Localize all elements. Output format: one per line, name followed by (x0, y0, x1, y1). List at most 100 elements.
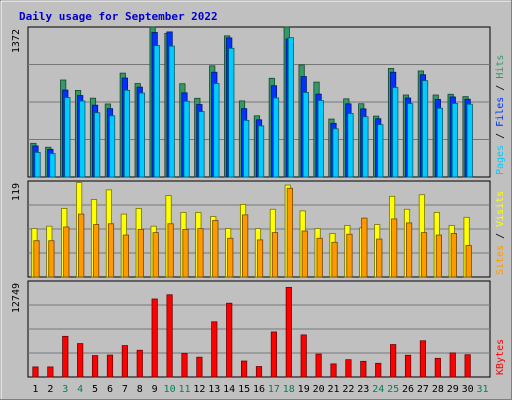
bar-hits-pages-day-7 (123, 89, 131, 178)
bar-hits-pages-day-17 (272, 97, 280, 178)
bar-hits-pages-day-2 (49, 153, 56, 178)
x-tick-label-day-15: 15 (238, 384, 250, 395)
max-value-label-kbytes: 12749 (11, 283, 22, 313)
bar-kbytes-kbytes-day-11 (181, 353, 188, 378)
x-tick-label-day-18: 18 (283, 384, 295, 395)
bar-visits-sites-day-6 (107, 223, 115, 278)
bar-visits-sites-day-28 (435, 234, 442, 278)
x-tick-label-day-31: 31 (477, 384, 489, 395)
bar-hits-pages-day-30 (466, 103, 473, 178)
bar-hits-pages-day-5 (94, 112, 101, 178)
x-tick-label-day-12: 12 (193, 384, 205, 395)
x-tick-label-day-8: 8 (137, 384, 143, 395)
x-tick-label-day-21: 21 (327, 384, 339, 395)
bar-visits-sites-day-16 (256, 239, 264, 278)
x-tick-label-day-23: 23 (357, 384, 369, 395)
x-tick-label-day-13: 13 (208, 384, 220, 395)
bar-kbytes-kbytes-day-4 (77, 343, 84, 378)
bar-kbytes-kbytes-day-3 (62, 335, 69, 378)
bar-kbytes-kbytes-day-6 (106, 354, 114, 378)
bar-hits-pages-day-16 (257, 125, 265, 178)
bar-visits-sites-day-15 (242, 214, 249, 278)
legend-item-sites: Sites (495, 245, 506, 275)
bar-hits-pages-day-24 (377, 124, 384, 178)
bar-kbytes-kbytes-day-8 (136, 349, 143, 378)
bar-visits-sites-day-12 (197, 228, 204, 278)
legend-separator: / (495, 227, 506, 245)
legend-kbytes: KBytes (495, 339, 506, 375)
bar-hits-pages-day-27 (421, 80, 429, 178)
bar-visits-sites-day-14 (227, 237, 234, 278)
bar-visits-sites-day-20 (316, 237, 323, 278)
bar-hits-pages-day-22 (347, 113, 354, 178)
legend-item-files: Files (495, 97, 506, 127)
bar-kbytes-kbytes-day-10 (166, 294, 173, 378)
bar-kbytes-kbytes-day-26 (404, 354, 412, 378)
x-tick-label-day-16: 16 (253, 384, 265, 395)
bar-visits-sites-day-4 (78, 213, 85, 278)
legend-separator: / (495, 127, 506, 145)
bar-hits-pages-day-3 (64, 97, 71, 178)
x-tick-label-day-30: 30 (462, 384, 474, 395)
bar-kbytes-kbytes-day-15 (241, 360, 248, 378)
legend-item-kbytes: KBytes (495, 339, 506, 375)
bar-kbytes-kbytes-day-24 (375, 362, 382, 378)
x-tick-label-day-1: 1 (32, 384, 38, 395)
x-tick-label-day-22: 22 (342, 384, 354, 395)
bar-visits-sites-day-24 (376, 238, 383, 278)
legend-item-hits: Hits (495, 55, 506, 79)
legend-item-visits: Visits (495, 191, 506, 227)
bar-hits-pages-day-28 (436, 107, 444, 178)
bar-kbytes-kbytes-day-14 (226, 302, 233, 378)
bar-visits-sites-day-9 (152, 232, 159, 278)
bar-visits-sites-day-18 (286, 187, 293, 278)
bar-kbytes-kbytes-day-25 (390, 344, 397, 378)
x-tick-label-day-17: 17 (268, 384, 280, 395)
bar-hits-pages-day-13 (213, 83, 220, 178)
x-tick-label-day-10: 10 (164, 384, 176, 395)
bar-kbytes-kbytes-day-17 (270, 331, 277, 378)
bar-hits-pages-day-23 (362, 116, 369, 178)
x-tick-label-day-3: 3 (62, 384, 68, 395)
bar-kbytes-kbytes-day-23 (360, 360, 367, 378)
bar-hits-pages-day-11 (183, 100, 190, 178)
bar-visits-sites-day-5 (93, 224, 100, 278)
bar-kbytes-kbytes-day-27 (419, 340, 427, 378)
bar-kbytes-kbytes-day-21 (330, 363, 337, 378)
bar-visits-sites-day-27 (420, 232, 428, 278)
bar-kbytes-kbytes-day-16 (255, 366, 263, 378)
x-tick-label-day-11: 11 (178, 384, 190, 395)
panel-hits: 1372 Pages / Files / Hits (11, 26, 506, 178)
bar-visits-sites-day-1 (33, 240, 40, 278)
bar-kbytes-kbytes-day-2 (47, 366, 54, 378)
bar-kbytes-kbytes-day-1 (32, 366, 39, 378)
bar-kbytes-kbytes-day-30 (464, 354, 471, 378)
bar-visits-sites-day-8 (137, 228, 144, 278)
bar-hits-pages-day-15 (243, 119, 250, 178)
bar-kbytes-kbytes-day-29 (449, 352, 456, 378)
bar-hits-pages-day-21 (332, 128, 339, 178)
bar-kbytes-kbytes-day-9 (151, 298, 158, 378)
x-tick-label-day-2: 2 (47, 384, 53, 395)
bar-visits-sites-day-19 (301, 230, 308, 278)
bar-kbytes-kbytes-day-13 (211, 321, 218, 378)
x-axis-labels: 1 2 3 4 5 6 7 8 9 10 11 12 13 14 15 16 17 18 19 20 21 22 23 24 2… (32, 384, 488, 395)
bar-hits-pages-day-20 (317, 100, 324, 178)
bar-kbytes-kbytes-day-12 (196, 356, 203, 378)
bar-kbytes-kbytes-day-18 (285, 286, 292, 378)
x-tick-label-day-26: 26 (402, 384, 414, 395)
bar-hits-pages-day-18 (287, 37, 294, 178)
panel-kbytes: 12749 KBytes (11, 280, 506, 378)
x-tick-label-day-19: 19 (298, 384, 310, 395)
bar-visits-sites-day-7 (122, 234, 130, 278)
x-tick-label-day-5: 5 (92, 384, 98, 395)
panel-visits: 119 Sites / Visits (11, 180, 506, 278)
x-tick-label-day-24: 24 (372, 384, 384, 395)
bar-kbytes-kbytes-day-28 (434, 357, 441, 378)
legend-hits: Pages / Files / Hits (495, 55, 506, 175)
bar-visits-sites-day-30 (465, 245, 472, 278)
max-value-label-visits: 119 (11, 183, 22, 201)
bar-visits-sites-day-25 (391, 218, 398, 278)
bar-kbytes-kbytes-day-20 (315, 353, 322, 378)
